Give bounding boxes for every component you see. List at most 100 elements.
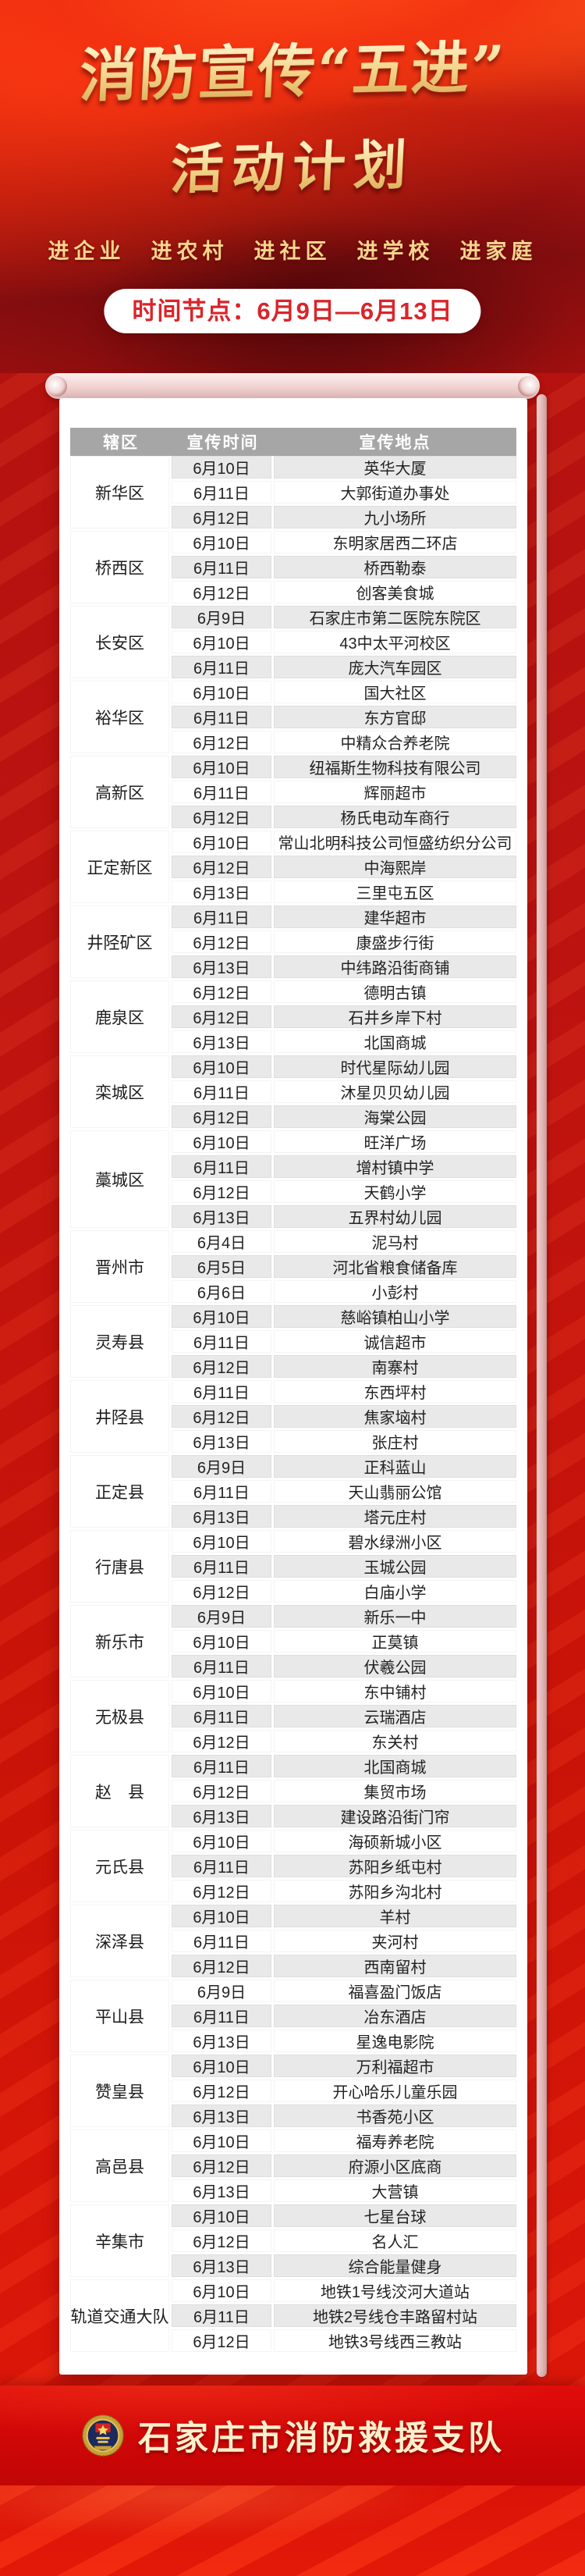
date-cell: 6月13日 [172,2105,274,2129]
table-row: 6月12日 中精众合养老院 [70,731,516,756]
location-cell: 冶东酒店 [274,2005,516,2030]
date-cell: 6月11日 [172,1855,274,1880]
table-row: 6月12日 天鹤小学 [70,1180,516,1205]
date-cell: 6月10日 [172,681,274,706]
district-cell: 栾城区 [70,1055,172,1130]
date-cell: 6月6日 [172,1280,274,1305]
date-cell: 6月12日 [172,2329,274,2354]
district-cell: 深泽县 [70,1905,172,1980]
location-cell: 诚信超市 [274,1330,516,1355]
table-row: 6月11日 夹河村 [70,1930,516,1955]
table-row: 6月12日 地铁3号线西三教站 [70,2329,516,2354]
location-cell: 九小场所 [274,506,516,531]
date-cell: 6月12日 [172,1180,274,1205]
date-cell: 6月11日 [172,906,274,930]
date-cell: 6月12日 [172,2080,274,2105]
date-cell: 6月10日 [172,1055,274,1080]
date-cell: 6月13日 [172,2254,274,2279]
date-cell: 6月4日 [172,1230,274,1255]
poster-title-line2: 活动计划 [0,133,585,203]
location-cell: 玉城公园 [274,1555,516,1580]
table-row: 6月13日 建设路沿街门帘 [70,1805,516,1830]
district-cell: 藁城区 [70,1130,172,1230]
column-header-time: 宣传时间 [172,428,274,456]
date-cell: 6月12日 [172,806,274,831]
table-row: 6月10日 43中太平河校区 [70,631,516,656]
date-cell: 6月11日 [172,781,274,806]
table-row: 井陉县 6月11日 东西坪村 [70,1380,516,1455]
date-cell: 6月10日 [172,2129,274,2154]
location-cell: 常山北明科技公司恒盛纺织分公司 [274,831,516,856]
date-cell: 6月13日 [172,2179,274,2204]
location-cell: 白庙小学 [274,1580,516,1605]
table-row: 6月12日 南寨村 [70,1355,516,1380]
location-cell: 东方官邸 [274,706,516,731]
column-header-location: 宣传地点 [274,428,516,456]
district-cell: 高邑县 [70,2129,172,2204]
table-row: 高新区 6月10日 纽福斯生物科技有限公司 [70,756,516,831]
table-row: 桥西区 6月10日 东明家居西二环店 [70,531,516,606]
location-cell: 塔元庄村 [274,1505,516,1530]
bottom-red-fabric [0,2485,585,2576]
table-row: 6月13日 大营镇 [70,2179,516,2204]
table-row: 晋州市 6月4日 泥马村 [70,1230,516,1305]
location-cell: 集贸市场 [274,1780,516,1805]
table-row: 6月12日 白庙小学 [70,1580,516,1605]
table-row: 6月12日 中海熙岸 [70,856,516,881]
table-row: 6月11日 辉丽超市 [70,781,516,806]
location-cell: 海棠公园 [274,1105,516,1130]
location-cell: 创客美食城 [274,581,516,606]
date-cell: 6月12日 [172,930,274,955]
location-cell: 地铁1号线洨河大道站 [274,2279,516,2304]
time-range-badge: 时间节点：6月9日—6月13日 [104,289,481,333]
location-cell: 云瑞酒店 [274,1705,516,1730]
location-cell: 天山翡丽公馆 [274,1480,516,1505]
date-cell: 6月12日 [172,731,274,756]
location-cell: 英华大厦 [274,456,516,481]
date-cell: 6月10日 [172,631,274,656]
table-row: 6月11日 桥西勒泰 [70,556,516,581]
location-cell: 南寨村 [274,1355,516,1380]
location-cell: 正莫镇 [274,1630,516,1655]
date-cell: 6月12日 [172,1730,274,1755]
scroll-curl-right [518,376,538,397]
date-cell: 6月11日 [172,656,274,681]
table-row: 正定县 6月9日 正科蓝山 [70,1455,516,1530]
location-cell: 石家庄市第二医院东院区 [274,606,516,631]
table-row: 轨道交通大队 6月10日 地铁1号线洨河大道站 [70,2279,516,2354]
date-cell: 6月11日 [172,481,274,506]
location-cell: 五界村幼儿园 [274,1205,516,1230]
date-cell: 6月11日 [172,706,274,731]
organization-name: 石家庄市消防救援支队 [138,2420,505,2457]
date-cell: 6月11日 [172,1380,274,1405]
table-row: 赞皇县 6月10日 万利福超市 [70,2055,516,2129]
date-cell: 6月10日 [172,1905,274,1930]
location-cell: 碧水绿洲小区 [274,1530,516,1555]
schedule-panel: 辖区 宣传时间 宣传地点 新华区 6月10日 英华大厦 6月11日 大郭街道办事处 6月1… [59,398,527,2375]
district-cell: 鹿泉区 [70,980,172,1055]
location-cell: 大郭街道办事处 [274,481,516,506]
table-row: 裕华区 6月10日 国大社区 [70,681,516,756]
district-cell: 晋州市 [70,1230,172,1305]
district-cell: 正定新区 [70,831,172,906]
date-cell: 6月12日 [172,1955,274,1980]
table-row: 6月12日 康盛步行街 [70,930,516,955]
photo-shading [0,195,585,375]
district-cell: 新华区 [70,456,172,531]
table-row: 6月11日 冶东酒店 [70,2005,516,2030]
date-cell: 6月10日 [172,2055,274,2080]
district-cell: 井陉矿区 [70,906,172,980]
location-cell: 地铁2号线仓丰路留村站 [274,2304,516,2329]
date-cell: 6月13日 [172,1505,274,1530]
date-cell: 6月10日 [172,1130,274,1155]
table-row: 6月11日 沐星贝贝幼儿园 [70,1080,516,1105]
table-row: 6月11日 伏羲公园 [70,1655,516,1680]
location-cell: 夹河村 [274,1930,516,1955]
district-cell: 轨道交通大队 [70,2279,172,2354]
district-cell: 高新区 [70,756,172,831]
table-row: 深泽县 6月10日 羊村 [70,1905,516,1980]
scroll-roller-bar [45,373,540,399]
district-cell: 裕华区 [70,681,172,756]
date-cell: 6月11日 [172,1555,274,1580]
